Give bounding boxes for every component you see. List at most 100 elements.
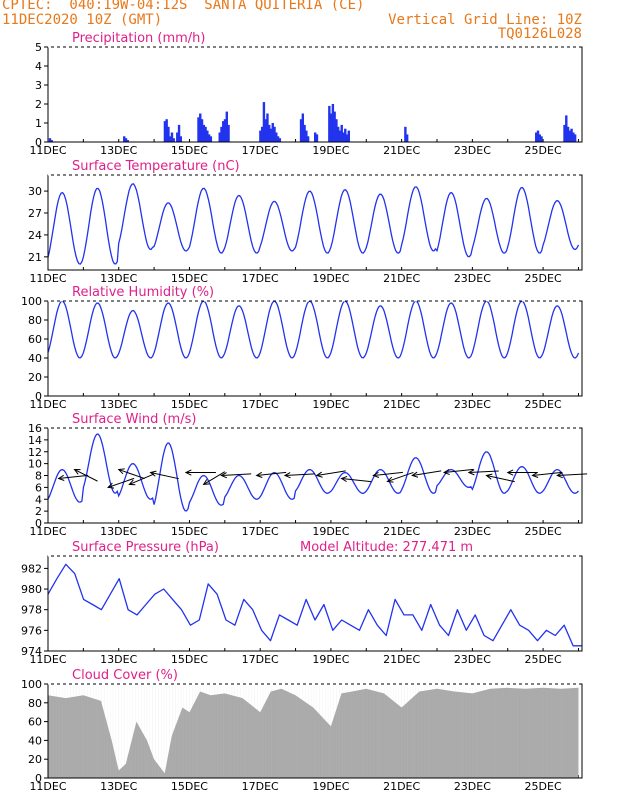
x-tick-label: 13DEC [100, 525, 137, 538]
precip-bar [338, 130, 342, 142]
x-tick-label: 23DEC [454, 525, 491, 538]
y-tick-label: 0 [35, 136, 42, 149]
x-tick-label: 11DEC [29, 398, 66, 411]
x-tick-label: 13DEC [100, 144, 137, 157]
wind-arrow [129, 473, 155, 485]
wind-arrow [58, 474, 89, 479]
x-tick-label: 15DEC [171, 144, 208, 157]
precip-bar [259, 130, 262, 142]
x-tick-label: 25DEC [525, 780, 562, 793]
x-tick-label: 11DEC [29, 144, 66, 157]
wind-arrow [203, 471, 226, 485]
x-tick-label: 17DEC [242, 272, 279, 285]
precip-bar [335, 119, 338, 142]
wind-arrow-head [283, 472, 291, 479]
y-tick-label: 2 [35, 98, 42, 111]
panel-title: Surface Temperature (nC) [72, 159, 240, 174]
precip-bar [169, 136, 172, 142]
wind-arrow-head [386, 476, 394, 483]
y-tick-label: 0 [35, 517, 42, 530]
y-tick-label: 100 [21, 295, 42, 308]
wind-arrow [341, 477, 372, 483]
precip-bar [204, 126, 207, 142]
wind-arrow [316, 470, 346, 476]
precip-bar [344, 128, 347, 142]
y-tick-label: 978 [21, 604, 42, 617]
y-tick-label: 0 [35, 772, 42, 785]
precip-bar [331, 104, 335, 142]
x-tick-label: 25DEC [525, 525, 562, 538]
series-line [47, 183, 580, 265]
wind-arrow-head [485, 473, 493, 480]
model-altitude-label: Model Altitude: 277.471 m [300, 540, 473, 555]
y-tick-label: 0 [35, 390, 42, 403]
precip-bar [199, 113, 202, 142]
precip-bar [566, 126, 570, 142]
precip-bar [271, 123, 274, 142]
wind-arrow-head [531, 471, 539, 478]
x-tick-label: 21DEC [383, 780, 420, 793]
precip-bar [126, 140, 129, 142]
wind-arrow-head [467, 469, 475, 476]
precip-bar [336, 126, 340, 142]
precip-bar [260, 126, 264, 142]
panel-title: Surface Pressure (hPa) [72, 540, 219, 555]
y-tick-label: 5 [35, 41, 42, 54]
header-code: TQ0126L028 [497, 26, 582, 42]
x-tick-label: 25DEC [525, 144, 562, 157]
header-location: CPTEC: 040:19W-04:12S SANTA QUITERIA (CE… [2, 0, 365, 13]
precip-bar [209, 136, 213, 142]
wind-arrow-head [184, 469, 192, 476]
header-grid-note: Vertical Grid Line: 10Z [388, 12, 582, 28]
wind-arrow [221, 473, 252, 476]
y-tick-label: 20 [28, 371, 42, 384]
precip-bar [315, 134, 319, 142]
x-tick-label: 15DEC [171, 398, 208, 411]
precip-bar [264, 119, 267, 142]
x-tick-label: 23DEC [454, 398, 491, 411]
y-tick-label: 60 [28, 333, 42, 346]
x-tick-label: 17DEC [242, 525, 279, 538]
wind-arrow-head [220, 472, 228, 479]
precip-bar [170, 132, 174, 142]
precip-bar [540, 136, 543, 142]
precip-bar [333, 111, 336, 142]
precip-bar [342, 132, 345, 142]
y-tick-label: 980 [21, 583, 42, 596]
x-tick-label: 15DEC [171, 525, 208, 538]
wind-arrow [444, 468, 474, 474]
precip-bar [306, 136, 310, 142]
precip-bar [276, 136, 280, 142]
x-tick-label: 21DEC [383, 653, 420, 666]
panel-border [47, 555, 583, 652]
precip-bar [275, 132, 278, 142]
precip-bar [123, 136, 126, 142]
y-tick-label: 4 [35, 60, 42, 73]
precip-bar [404, 126, 407, 142]
x-tick-label: 13DEC [100, 653, 137, 666]
pressure-line [47, 563, 582, 647]
x-tick-label: 17DEC [242, 780, 279, 793]
precip-bar [268, 124, 271, 142]
precip-bar [262, 102, 266, 142]
y-tick-label: 8 [35, 470, 42, 483]
series-line [47, 300, 580, 359]
y-tick-label: 10 [28, 458, 42, 471]
precip-bar [340, 124, 343, 142]
wind-arrow-head [442, 468, 450, 476]
precip-bar [299, 119, 303, 142]
y-tick-label: 60 [28, 716, 42, 729]
wind-arrow [387, 471, 414, 482]
precip-bar [535, 132, 538, 142]
precip-bar [124, 138, 128, 142]
x-tick-label: 17DEC [242, 144, 279, 157]
y-tick-label: 80 [28, 697, 42, 710]
wind-arrow-head [73, 469, 81, 475]
precip-bar [222, 121, 225, 142]
x-tick-label: 23DEC [454, 653, 491, 666]
y-tick-label: 14 [28, 434, 42, 447]
precip-bar [328, 105, 331, 142]
wind-arrow-head [556, 472, 563, 479]
precip-bar [227, 124, 230, 142]
wind-arrow-head [117, 468, 125, 475]
